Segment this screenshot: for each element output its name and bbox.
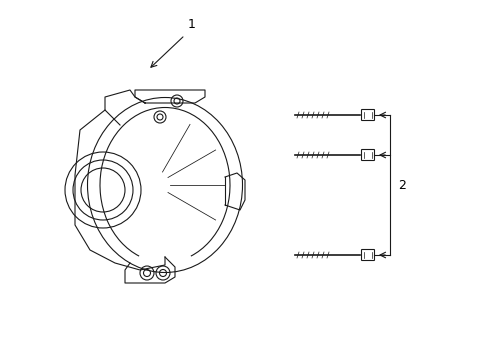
Text: 1: 1 [187, 18, 196, 31]
Text: 2: 2 [397, 179, 405, 192]
